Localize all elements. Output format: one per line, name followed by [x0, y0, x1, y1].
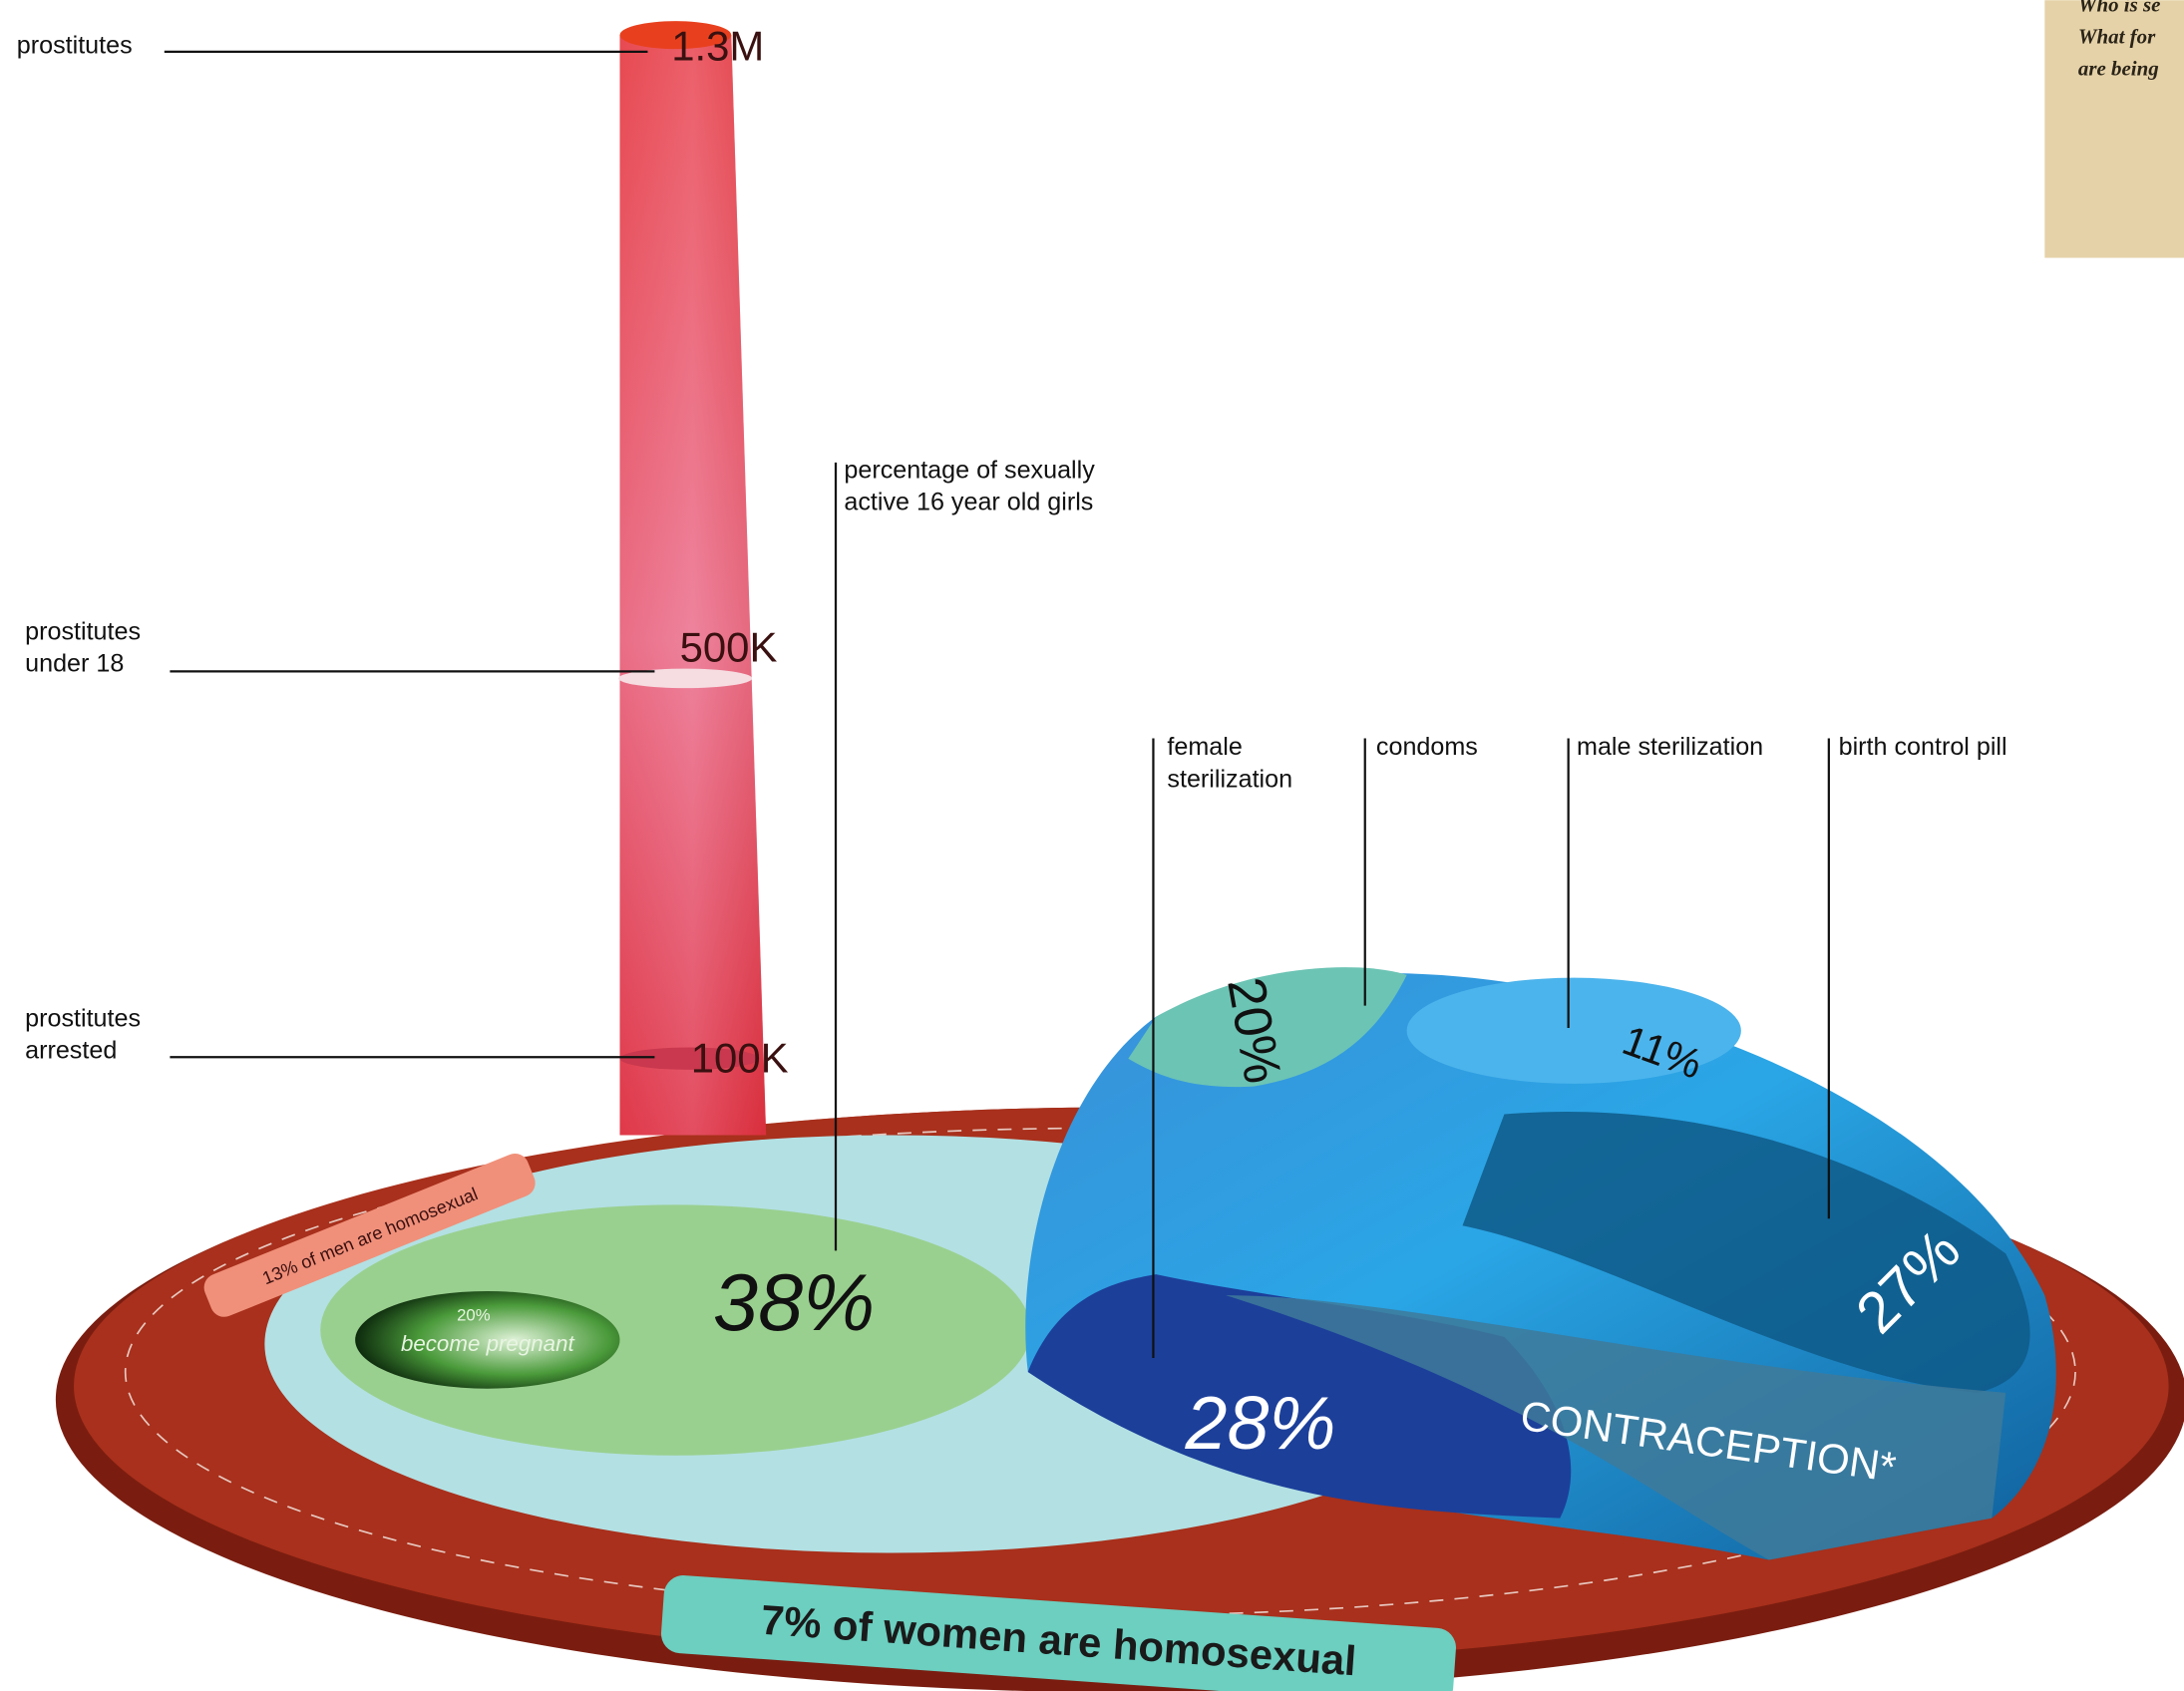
method-value: 28%: [1185, 1381, 1336, 1465]
note-line: Who is se: [2078, 0, 2161, 16]
note-line: are being: [2078, 57, 2159, 81]
pregnant-value: 20%: [457, 1305, 491, 1324]
column-value: 500K: [680, 624, 778, 671]
label: condoms: [1376, 733, 1478, 761]
column-value: 1.3M: [671, 22, 764, 69]
label: prostitutes: [25, 617, 141, 645]
pill-region: [1462, 1111, 2030, 1393]
column-value: 100K: [691, 1035, 789, 1082]
condoms-region: [1128, 967, 1407, 1088]
note-line: What for: [2078, 25, 2156, 49]
label: percentage of sexually: [844, 456, 1095, 484]
label: male sterilization: [1577, 733, 1763, 761]
note-box: [2044, 0, 2184, 258]
pregnant-disc: [355, 1290, 620, 1389]
label: under 18: [25, 649, 124, 677]
column-band: [619, 1047, 760, 1070]
male-sterilization-region: [1406, 977, 1741, 1084]
pregnant-text: become pregnant: [401, 1331, 575, 1356]
label: prostitutes: [17, 31, 133, 59]
pregnancy-disc: [320, 1204, 1031, 1456]
label: female: [1167, 733, 1242, 761]
pregnancy-value: 38%: [713, 1258, 875, 1348]
column-shade: [619, 35, 767, 1136]
label: birth control pill: [1839, 733, 2007, 761]
label: arrested: [25, 1037, 117, 1065]
label: sterilization: [1167, 765, 1292, 793]
label: active 16 year old girls: [844, 488, 1093, 515]
column-top: [619, 21, 732, 50]
band: [660, 1575, 1456, 1691]
band: [203, 1153, 536, 1317]
column-band: [618, 668, 753, 689]
contraception-band: [1226, 1295, 2006, 1560]
label: prostitutes: [25, 1005, 141, 1033]
